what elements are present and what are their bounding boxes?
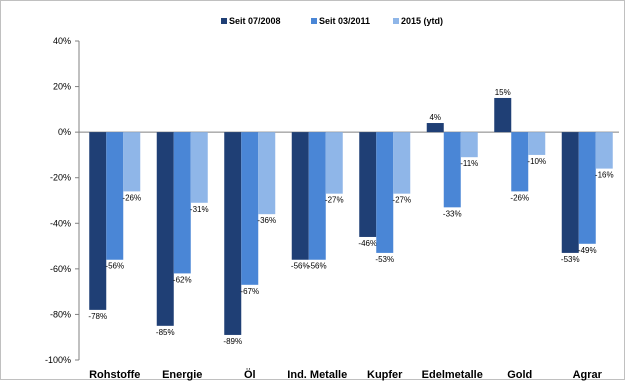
data-label: -33%	[443, 209, 462, 218]
data-label: -11%	[460, 159, 478, 168]
data-label: -31%	[190, 205, 209, 214]
data-label: -85%	[156, 328, 175, 337]
y-tick-label: 40%	[53, 36, 71, 46]
bar	[460, 132, 478, 158]
x-category-label: Kupfer	[367, 369, 403, 381]
bar	[241, 132, 259, 285]
x-category-label: Öl	[244, 368, 256, 381]
bar	[393, 132, 411, 194]
bar	[528, 132, 546, 155]
legend-swatch	[221, 18, 227, 24]
data-label: -27%	[325, 196, 344, 205]
data-label: -46%	[358, 239, 377, 248]
x-category-label: Energie	[162, 369, 202, 381]
x-category-label: Rohstoffe	[89, 369, 140, 381]
bar	[291, 132, 309, 260]
legend-label: Seit 03/2011	[319, 16, 370, 26]
data-label: 15%	[495, 88, 511, 97]
legend-swatch	[311, 18, 317, 24]
bar	[258, 132, 276, 215]
bar	[443, 132, 461, 208]
y-tick-label: -60%	[50, 264, 71, 274]
data-label: -89%	[223, 337, 242, 346]
bar	[190, 132, 208, 203]
bar	[106, 132, 124, 260]
legend-swatch	[393, 18, 399, 24]
y-tick-label: -20%	[50, 173, 71, 183]
data-label: -49%	[578, 246, 597, 255]
bar	[173, 132, 191, 274]
bar	[89, 132, 107, 310]
y-tick-label: 20%	[53, 82, 71, 92]
data-label: 4%	[429, 113, 441, 122]
data-label: -67%	[240, 287, 259, 296]
data-label: -56%	[291, 262, 310, 271]
data-label: -56%	[308, 262, 327, 271]
data-label: -56%	[105, 262, 124, 271]
x-category-label: Gold	[507, 369, 532, 381]
bar	[156, 132, 174, 326]
y-tick-label: -80%	[50, 309, 71, 319]
bar	[308, 132, 326, 260]
bar	[561, 132, 579, 253]
data-label: -26%	[122, 193, 141, 202]
bar	[376, 132, 394, 253]
bar	[511, 132, 529, 192]
data-label: -27%	[392, 196, 411, 205]
x-category-label: Edelmetalle	[422, 369, 483, 381]
y-tick-label: 0%	[58, 127, 71, 137]
bar	[595, 132, 613, 169]
bar	[325, 132, 343, 194]
bar	[123, 132, 141, 192]
legend-label: Seit 07/2008	[229, 16, 281, 26]
bar	[359, 132, 377, 237]
data-label: -78%	[88, 312, 107, 321]
bar	[224, 132, 242, 335]
bar	[578, 132, 596, 244]
y-tick-label: -40%	[50, 218, 71, 228]
y-tick-label: -100%	[45, 355, 71, 365]
data-label: -62%	[173, 275, 192, 284]
data-label: -36%	[257, 216, 276, 225]
bar	[426, 123, 444, 133]
bar	[494, 97, 512, 133]
data-label: -16%	[595, 171, 614, 180]
data-label: -53%	[561, 255, 580, 264]
data-label: -26%	[510, 193, 529, 202]
x-category-label: Agrar	[573, 369, 603, 381]
x-category-label: Ind. Metalle	[287, 369, 347, 381]
legend-label: 2015 (ytd)	[401, 16, 443, 26]
data-label: -10%	[527, 157, 546, 166]
data-label: -53%	[375, 255, 394, 264]
